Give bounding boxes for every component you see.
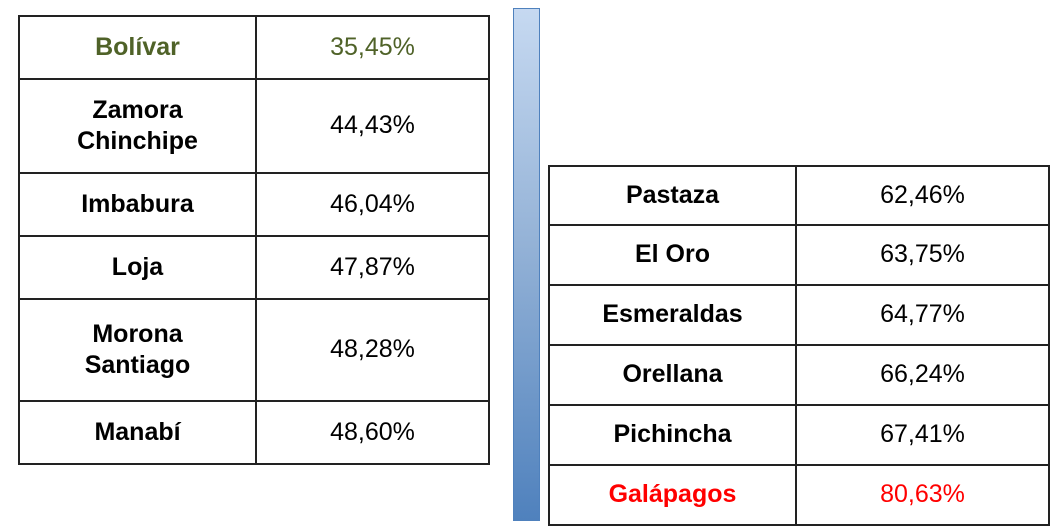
province: Pastaza — [548, 165, 797, 226]
percentage: 80,63% — [795, 464, 1050, 526]
row: Zamora Chinchipe 44,43% — [18, 78, 490, 174]
row: El Oro 63,75% — [548, 224, 1050, 286]
province: Pichincha — [548, 404, 797, 466]
row: Manabí 48,60% — [18, 400, 490, 465]
percentage: 47,87% — [255, 235, 490, 300]
province: Esmeraldas — [548, 284, 797, 346]
province: Orellana — [548, 344, 797, 406]
province: El Oro — [548, 224, 797, 286]
province: Manabí — [18, 400, 257, 465]
row: Esmeraldas 64,77% — [548, 284, 1050, 346]
percentage: 66,24% — [795, 344, 1050, 406]
percentage: 48,60% — [255, 400, 490, 465]
province: Galápagos — [548, 464, 797, 526]
province: Loja — [18, 235, 257, 300]
left-table: Bolívar 35,45% Zamora Chinchipe 44,43% Imb… — [18, 15, 490, 465]
divider-bar — [513, 8, 540, 521]
row: Orellana 66,24% — [548, 344, 1050, 406]
row: Morona Santiago 48,28% — [18, 298, 490, 402]
percentage: 64,77% — [795, 284, 1050, 346]
row: Imbabura 46,04% — [18, 172, 490, 237]
row: Pichincha 67,41% — [548, 404, 1050, 466]
province: Imbabura — [18, 172, 257, 237]
percentage: 63,75% — [795, 224, 1050, 286]
province: Zamora Chinchipe — [18, 78, 257, 174]
percentage: 46,04% — [255, 172, 490, 237]
row: Galápagos 80,63% — [548, 464, 1050, 526]
percentage: 35,45% — [255, 15, 490, 80]
percentage: 62,46% — [795, 165, 1050, 226]
row: Bolívar 35,45% — [18, 15, 490, 80]
province: Bolívar — [18, 15, 257, 80]
province: Morona Santiago — [18, 298, 257, 402]
percentage: 44,43% — [255, 78, 490, 174]
row: Loja 47,87% — [18, 235, 490, 300]
right-table: Pastaza 62,46% El Oro 63,75% Esmeraldas 64,… — [548, 165, 1050, 526]
row: Pastaza 62,46% — [548, 165, 1050, 226]
percentage: 48,28% — [255, 298, 490, 402]
percentage: 67,41% — [795, 404, 1050, 466]
